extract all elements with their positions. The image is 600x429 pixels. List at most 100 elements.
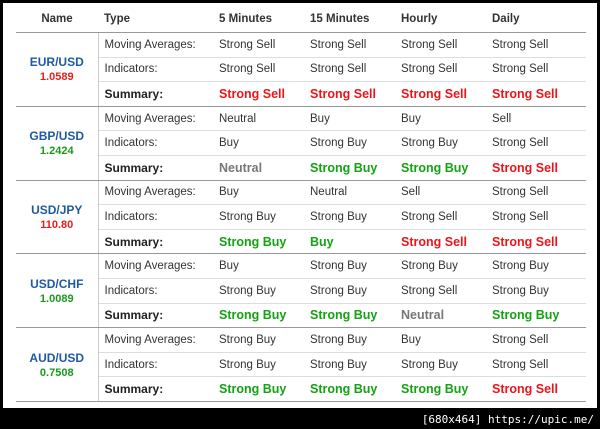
signal-cell: Sell [395,180,486,206]
pair-name: EUR/USD [29,55,84,70]
signal-cell: Strong Buy [213,303,304,329]
signal-cell: Strong Buy [395,376,486,402]
table-row: Indicators: Strong Buy Strong Buy Strong Bu… [16,352,586,378]
signal-cell: Strong Sell [486,180,586,206]
signal-cell: Strong Sell [395,57,486,83]
signal-cell: Strong Buy [213,376,304,402]
signal-cell: Strong Buy [395,253,486,279]
signal-cell: Strong Sell [395,278,486,304]
pair-cell: AUD/USD 0.7508 [16,327,99,402]
signal-cell: Strong Buy [304,204,395,230]
signal-cell: Strong Buy [304,352,395,378]
column-header: 5 Minutes [213,6,304,33]
header-row: Name Type 5 Minutes 15 Minutes Hourly Daily [16,6,586,33]
pair-cell: USD/CHF 1.0089 [16,253,99,329]
signal-cell: Buy [213,180,304,206]
signal-cell: Strong Buy [213,278,304,304]
signal-cell: Strong Sell [395,81,486,107]
table-row: Summary: Strong Sell Strong Sell Strong Sel… [16,81,586,107]
pair-cell: USD/JPY 110.80 [16,180,99,255]
pair-price: 1.2424 [39,145,74,158]
signal-cell: Strong Sell [486,352,586,378]
signal-cell: Strong Buy [395,352,486,378]
pair-cell: EUR/USD 1.0589 [16,32,99,107]
table-row: USD/CHF 1.0089 Moving Averages: Buy Strong B… [16,253,586,329]
signal-cell: Strong Buy [395,130,486,156]
table-row: Summary: Neutral Strong Buy Strong Buy Stron… [16,155,586,181]
signal-cell: Strong Sell [304,32,395,58]
type-cell: Indicators: [98,204,213,230]
signal-cell: Strong Sell [486,81,586,107]
signal-cell: Strong Sell [486,57,586,83]
table-row: USD/JPY 110.80 Moving Averages: Buy Neutral S… [16,180,586,255]
table-row: Indicators: Buy Strong Buy Strong Buy Strong… [16,130,586,156]
signal-cell: Strong Sell [486,229,586,255]
signal-cell: Strong Sell [395,204,486,230]
pair-name: AUD/USD [29,350,85,365]
signal-cell: Strong Sell [213,81,304,107]
column-header: 15 Minutes [304,6,395,33]
type-cell: Moving Averages: [98,327,213,353]
type-cell: Moving Averages: [98,180,213,206]
signal-cell: Strong Sell [486,155,586,181]
pair-price: 1.0589 [39,71,74,84]
watermark: [680x464] https://upic.me/ [421,413,594,426]
signal-cell: Strong Sell [486,32,586,58]
type-cell: Summary: [98,229,213,255]
signal-cell: Buy [213,130,304,156]
type-cell: Moving Averages: [98,253,213,279]
signal-cell: Strong Buy [304,376,395,402]
type-cell: Moving Averages: [98,106,213,132]
signal-cell: Strong Sell [304,81,395,107]
signal-cell: Neutral [395,303,486,329]
signal-cell: Strong Sell [395,229,486,255]
signal-cell: Strong Sell [213,32,304,58]
signal-cell: Strong Sell [486,130,586,156]
table-row: Summary: Strong Buy Buy Strong Sell Strong S… [16,229,586,255]
signal-cell: Neutral [304,180,395,206]
column-header: Type [98,6,213,33]
type-cell: Moving Averages: [98,32,213,58]
signal-cell: Buy [395,106,486,132]
signal-cell: Strong Sell [486,327,586,353]
signal-cell: Strong Sell [304,57,395,83]
table-row: GBP/USD 1.2424 Moving Averages: Neutral Buy B… [16,106,586,181]
signal-cell: Strong Buy [213,352,304,378]
signal-cell: Strong Buy [213,327,304,353]
pair-price: 110.80 [40,218,74,231]
signal-cell: Strong Buy [213,204,304,230]
signal-cell: Buy [304,106,395,132]
signals-table: Name Type 5 Minutes 15 Minutes Hourly Daily E… [16,6,586,402]
table-row: Indicators: Strong Buy Strong Buy Strong Se… [16,278,586,304]
pair-price: 1.0089 [39,292,74,305]
type-cell: Indicators: [98,130,213,156]
type-cell: Indicators: [98,278,213,304]
signal-cell: Strong Buy [304,327,395,353]
signal-cell: Strong Sell [486,204,586,230]
signal-cell: Strong Sell [213,57,304,83]
table-row: Indicators: Strong Sell Strong Sell Strong … [16,57,586,83]
signal-cell: Neutral [213,155,304,181]
signal-cell: Strong Sell [486,376,586,402]
pair-name: USD/CHF [30,276,84,291]
signal-cell: Strong Buy [304,303,395,329]
pair-price: 0.7508 [39,366,74,379]
table-row: EUR/USD 1.0589 Moving Averages: Strong Sell… [16,32,586,107]
signal-cell: Buy [395,327,486,353]
pair-cell: GBP/USD 1.2424 [16,106,99,181]
signal-cell: Sell [486,106,586,132]
column-header: Name [16,6,98,33]
signal-cell: Strong Buy [213,229,304,255]
signal-cell: Strong Sell [395,32,486,58]
table-row: Summary: Strong Buy Strong Buy Strong Buy St… [16,376,586,402]
signal-cell: Buy [213,253,304,279]
table-body: EUR/USD 1.0589 Moving Averages: Strong Sell… [16,32,586,402]
signal-cell: Strong Buy [486,253,586,279]
type-cell: Indicators: [98,352,213,378]
column-header: Hourly [395,6,486,33]
panel: Name Type 5 Minutes 15 Minutes Hourly Daily E… [3,3,597,408]
type-cell: Summary: [98,376,213,402]
table-row: AUD/USD 0.7508 Moving Averages: Strong Buy S… [16,327,586,402]
signal-cell: Strong Buy [486,303,586,329]
